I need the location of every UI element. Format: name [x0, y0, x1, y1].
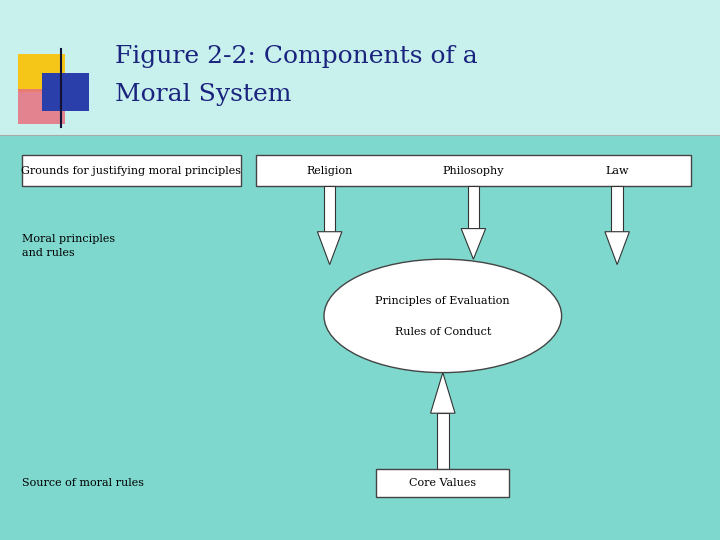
Polygon shape [461, 228, 485, 259]
Text: Figure 2-2: Components of a: Figure 2-2: Components of a [115, 45, 478, 68]
Text: Rules of Conduct: Rules of Conduct [395, 327, 491, 337]
Polygon shape [431, 373, 455, 413]
Polygon shape [318, 232, 342, 265]
Bar [0, 0, 720, 135]
Text: Grounds for justifying moral principles: Grounds for justifying moral principles [22, 166, 241, 176]
Text: Moral System: Moral System [115, 83, 292, 106]
Text: Philosophy: Philosophy [443, 166, 504, 176]
Bar [437, 413, 449, 469]
Polygon shape [605, 232, 629, 265]
Bar [22, 155, 241, 186]
Bar [611, 186, 623, 232]
Bar [18, 89, 65, 124]
Text: Source of moral rules: Source of moral rules [22, 478, 143, 488]
Text: Principles of Evaluation: Principles of Evaluation [376, 296, 510, 306]
Text: Moral principles
and rules: Moral principles and rules [22, 234, 114, 258]
Bar [468, 186, 480, 228]
Ellipse shape [324, 259, 562, 373]
Text: Core Values: Core Values [409, 478, 477, 488]
Bar [18, 54, 65, 92]
Bar [0, 135, 720, 540]
Bar [376, 469, 510, 497]
Bar [256, 155, 691, 186]
Text: Law: Law [606, 166, 629, 176]
Text: Religion: Religion [307, 166, 353, 176]
Bar [324, 186, 336, 232]
Bar [42, 73, 89, 111]
